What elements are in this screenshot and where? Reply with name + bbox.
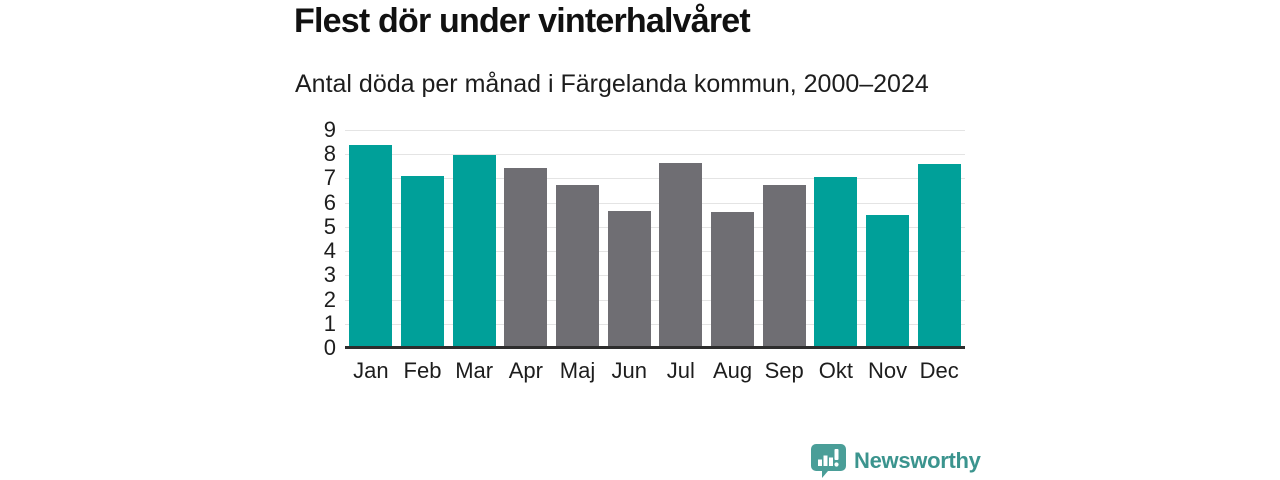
- gridline: [345, 226, 965, 228]
- brand-logo: Newsworthy: [810, 443, 981, 479]
- x-category-label: Feb: [403, 358, 442, 383]
- bar-jun: [607, 211, 651, 348]
- y-tick-label: 6: [323, 189, 336, 215]
- bar-jul: [659, 162, 703, 348]
- x-category-label: Jun: [611, 358, 647, 383]
- x-category-label: Jan: [353, 358, 389, 383]
- y-tick-label: 2: [323, 286, 336, 312]
- x-category-label: Mar: [455, 358, 494, 383]
- bar-band: [500, 130, 552, 348]
- bar-okt: [814, 177, 858, 348]
- y-tick-label: 5: [323, 213, 336, 239]
- x-category-label: Nov: [867, 358, 908, 383]
- x-category-label: Sep: [764, 358, 804, 383]
- chart-title: Flest dör under vinterhalvåret: [294, 2, 751, 40]
- gridline: [345, 299, 965, 301]
- chart-subtitle: Antal döda per månad i Färgelanda kommun…: [295, 70, 929, 98]
- y-tick-label: 7: [323, 165, 336, 191]
- bars-row: [345, 130, 965, 348]
- bar-band: [707, 130, 759, 348]
- y-tick-label: 9: [323, 117, 336, 142]
- bar-nov: [866, 214, 910, 348]
- gridline: [345, 130, 965, 131]
- y-tick-label: 0: [323, 335, 336, 360]
- x-axis-category-labels: Jan Feb Mar Apr Maj Jun Jul Aug Sep Okt Nov Dec: [345, 358, 965, 384]
- bar-feb: [401, 176, 444, 348]
- brand-name: Newsworthy: [854, 448, 981, 473]
- gridline: [345, 178, 965, 180]
- x-category-label: Dec: [919, 358, 959, 383]
- x-category-label: Jul: [666, 358, 695, 383]
- gridline: [345, 202, 965, 204]
- bar-chart-speech-bubble-icon: [810, 443, 847, 479]
- gridline: [345, 154, 965, 156]
- bar-mar: [452, 155, 496, 348]
- bar-band: [810, 130, 862, 348]
- bar-band: [603, 130, 655, 348]
- bar-band: [913, 130, 965, 348]
- y-tick-label: 4: [323, 238, 336, 264]
- plot-area: [345, 130, 965, 348]
- bar-band: [758, 130, 810, 348]
- x-axis-line: [345, 346, 965, 349]
- x-category-label: Aug: [712, 358, 753, 383]
- bar-maj: [556, 184, 600, 348]
- bar-apr: [504, 167, 548, 348]
- y-tick-label: 8: [323, 141, 336, 167]
- bar-band: [397, 130, 449, 348]
- bar-band: [862, 130, 914, 348]
- x-category-label: Okt: [818, 358, 853, 383]
- bar-dec: [917, 163, 961, 348]
- bar-band: [448, 130, 500, 348]
- gridline: [345, 275, 965, 277]
- gridline: [345, 323, 965, 325]
- bar-sep: [762, 184, 806, 348]
- bar-jan: [349, 144, 393, 348]
- x-category-label: Maj: [559, 358, 596, 383]
- logo-bubble-shape: [811, 444, 846, 478]
- y-tick-label: 3: [323, 262, 336, 288]
- bar-band: [655, 130, 707, 348]
- bar-aug: [711, 212, 755, 348]
- gridline: [345, 251, 965, 253]
- x-category-label: Apr: [508, 358, 543, 383]
- bar-band: [552, 130, 604, 348]
- bar-band: [345, 130, 397, 348]
- y-tick-label: 1: [323, 310, 336, 336]
